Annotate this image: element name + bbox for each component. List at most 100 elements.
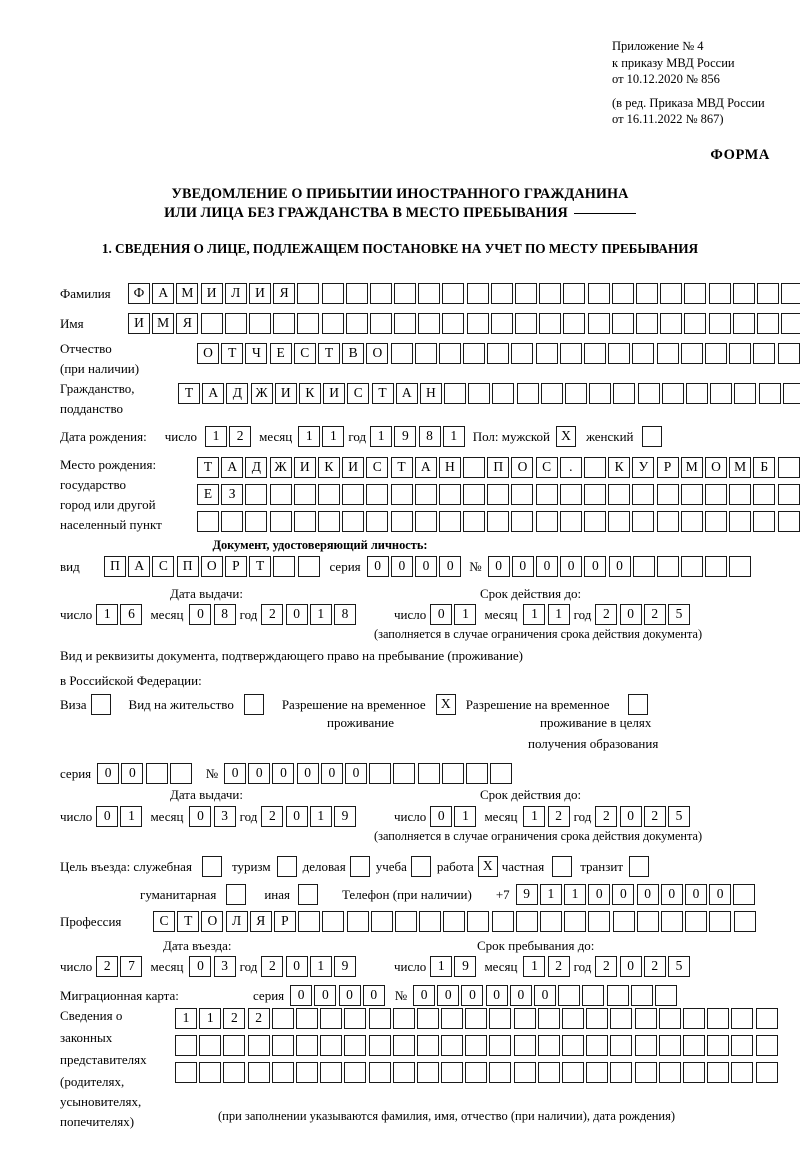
- char-cell[interactable]: [245, 511, 268, 532]
- char-cell[interactable]: 0: [461, 985, 484, 1006]
- char-cell[interactable]: [753, 511, 776, 532]
- char-cell[interactable]: [704, 343, 727, 364]
- char-cell[interactable]: [682, 1062, 705, 1083]
- char-cell[interactable]: [777, 511, 800, 532]
- char-cell[interactable]: [344, 1035, 367, 1056]
- char-cell[interactable]: З: [221, 484, 244, 505]
- char-cell[interactable]: [490, 283, 513, 304]
- char-cell[interactable]: [513, 1035, 536, 1056]
- char-cell[interactable]: [680, 343, 703, 364]
- char-cell[interactable]: [704, 484, 727, 505]
- char-cell[interactable]: 0: [709, 884, 732, 905]
- char-cell[interactable]: 8: [333, 604, 356, 625]
- char-cell[interactable]: [586, 1008, 609, 1029]
- char-cell[interactable]: Я: [249, 911, 272, 932]
- char-cell[interactable]: .: [559, 457, 582, 478]
- char-cell[interactable]: 0: [684, 884, 707, 905]
- char-cell[interactable]: С: [347, 383, 370, 404]
- char-cell[interactable]: Т: [390, 457, 413, 478]
- char-cell[interactable]: 2: [595, 806, 618, 827]
- char-cell[interactable]: 0: [189, 806, 212, 827]
- char-cell[interactable]: 0: [430, 604, 453, 625]
- char-cell[interactable]: [369, 283, 392, 304]
- char-cell[interactable]: О: [511, 457, 534, 478]
- char-cell[interactable]: 0: [584, 556, 607, 577]
- char-cell[interactable]: 0: [290, 985, 313, 1006]
- char-cell[interactable]: 2: [643, 806, 666, 827]
- char-cell[interactable]: Т: [371, 383, 394, 404]
- char-cell[interactable]: [466, 283, 489, 304]
- char-cell[interactable]: [658, 1008, 681, 1029]
- char-cell[interactable]: 2: [247, 1008, 270, 1029]
- char-cell[interactable]: 0: [511, 556, 534, 577]
- char-cell[interactable]: [199, 1062, 222, 1083]
- char-cell[interactable]: [660, 313, 683, 334]
- char-cell[interactable]: [588, 911, 611, 932]
- char-cell[interactable]: [587, 283, 610, 304]
- temp-residence-checkbox[interactable]: X: [435, 694, 456, 715]
- char-cell[interactable]: [729, 511, 752, 532]
- char-cell[interactable]: С: [153, 911, 175, 932]
- char-cell[interactable]: 2: [547, 956, 570, 977]
- char-cell[interactable]: [630, 985, 653, 1006]
- char-cell[interactable]: [656, 511, 679, 532]
- char-cell[interactable]: [442, 313, 465, 334]
- char-cell[interactable]: 0: [285, 604, 308, 625]
- char-cell[interactable]: [419, 911, 442, 932]
- char-cell[interactable]: [298, 911, 321, 932]
- char-cell[interactable]: [487, 511, 510, 532]
- char-cell[interactable]: [634, 1008, 657, 1029]
- char-cell[interactable]: 1: [199, 1008, 222, 1029]
- char-cell[interactable]: [322, 911, 345, 932]
- char-cell[interactable]: 0: [485, 985, 508, 1006]
- char-cell[interactable]: [708, 283, 731, 304]
- char-cell[interactable]: [344, 1008, 367, 1029]
- char-cell[interactable]: [731, 1008, 754, 1029]
- char-cell[interactable]: 2: [643, 604, 666, 625]
- char-cell[interactable]: 0: [560, 556, 583, 577]
- char-cell[interactable]: [366, 511, 389, 532]
- char-cell[interactable]: [537, 1062, 560, 1083]
- char-cell[interactable]: [490, 763, 513, 784]
- char-cell[interactable]: [441, 1035, 464, 1056]
- char-cell[interactable]: [710, 383, 733, 404]
- char-cell[interactable]: [781, 283, 800, 304]
- purpose-work-checkbox[interactable]: X: [477, 856, 498, 877]
- char-cell[interactable]: [441, 763, 464, 784]
- char-cell[interactable]: [731, 1035, 754, 1056]
- char-cell[interactable]: 0: [487, 556, 510, 577]
- char-cell[interactable]: [346, 911, 369, 932]
- char-cell[interactable]: [295, 1035, 318, 1056]
- purpose-business-checkbox[interactable]: [349, 856, 370, 877]
- char-cell[interactable]: [223, 1062, 246, 1083]
- char-cell[interactable]: [535, 343, 558, 364]
- char-cell[interactable]: [654, 985, 677, 1006]
- char-cell[interactable]: [682, 1035, 705, 1056]
- char-cell[interactable]: [393, 763, 416, 784]
- char-cell[interactable]: [753, 343, 776, 364]
- char-cell[interactable]: 0: [285, 956, 308, 977]
- char-cell[interactable]: [390, 343, 413, 364]
- char-cell[interactable]: 1: [204, 426, 227, 447]
- char-cell[interactable]: А: [395, 383, 418, 404]
- char-cell[interactable]: [756, 313, 779, 334]
- purpose-other-checkbox[interactable]: [297, 884, 318, 905]
- birthplace-boxes-line-3[interactable]: [197, 511, 800, 532]
- char-cell[interactable]: [756, 283, 779, 304]
- char-cell[interactable]: [297, 556, 320, 577]
- char-cell[interactable]: [606, 985, 629, 1006]
- char-cell[interactable]: П: [176, 556, 199, 577]
- char-cell[interactable]: [758, 383, 781, 404]
- char-cell[interactable]: [685, 911, 708, 932]
- char-cell[interactable]: [562, 1062, 584, 1083]
- char-cell[interactable]: [584, 457, 606, 478]
- char-cell[interactable]: [608, 484, 631, 505]
- sex-male-checkbox[interactable]: X: [555, 426, 576, 447]
- char-cell[interactable]: [467, 911, 490, 932]
